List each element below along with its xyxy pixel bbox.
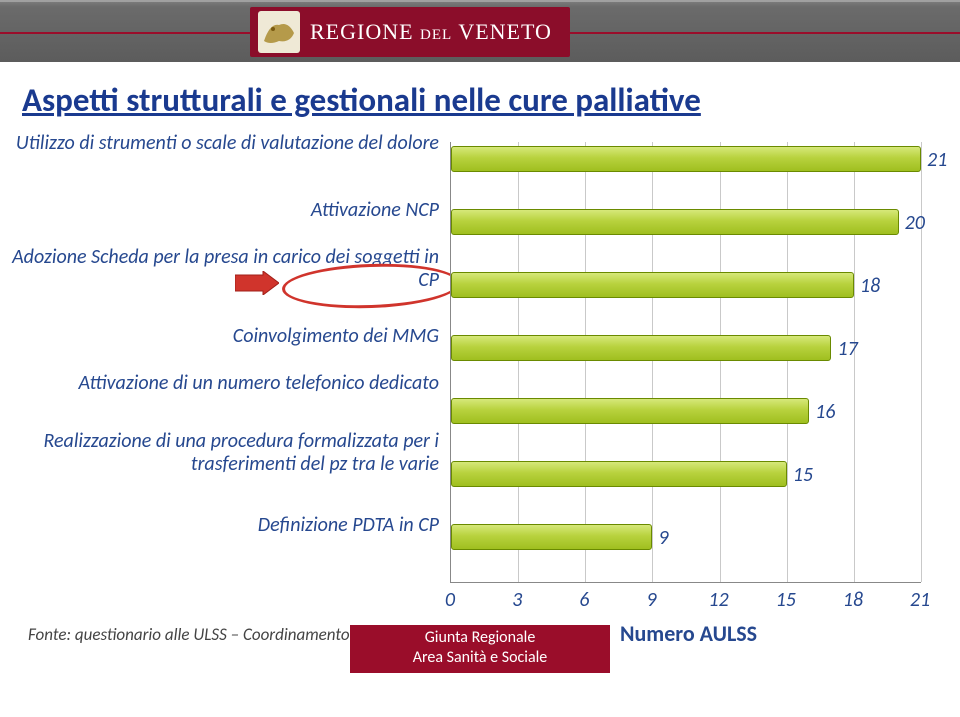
region-logo-block: REGIONE DEL VENETO (250, 7, 570, 57)
xtick-label: 0 (445, 588, 455, 612)
xtick-label: 15 (776, 588, 796, 612)
bar-value-label: 21 (927, 148, 947, 172)
region-word-3: VENETO (458, 19, 552, 44)
category-label: Utilizzo di strumenti o scale di valutaz… (9, 132, 445, 155)
xtick-label: 12 (708, 588, 728, 612)
bar-value-label: 20 (905, 211, 925, 235)
bar-chart: 2120181716159 036912151821 (450, 142, 920, 610)
region-word-1: REGIONE (310, 19, 414, 44)
footer: Giunta Regionale Area Sanità e Sociale (0, 625, 960, 672)
gridline (720, 142, 721, 582)
lion-icon (258, 11, 300, 53)
xtick-label: 21 (910, 588, 930, 612)
region-name: REGIONE DEL VENETO (310, 19, 552, 45)
bar-value-label: 18 (860, 274, 880, 298)
xtick-label: 18 (843, 588, 863, 612)
category-label: Realizzazione di una procedura formalizz… (9, 430, 445, 476)
bar (451, 272, 854, 298)
bar (451, 398, 809, 424)
category-label: Attivazione di un numero telefonico dedi… (9, 372, 445, 395)
bar-value-label: 16 (815, 400, 835, 424)
slide-body: Aspetti strutturali e gestionali nelle c… (0, 62, 960, 672)
category-label: Attivazione NCP (9, 199, 445, 222)
region-word-2: DEL (420, 27, 452, 43)
category-label: Definizione PDTA in CP (9, 514, 445, 537)
arrow-annotation (235, 271, 279, 295)
bar (451, 335, 831, 361)
bar (451, 461, 787, 487)
footer-band: Giunta Regionale Area Sanità e Sociale (350, 625, 610, 673)
bar-value-label: 17 (837, 337, 857, 361)
category-label: Coinvolgimento dei MMG (9, 325, 445, 348)
gridline (585, 142, 586, 582)
gridline (921, 142, 922, 582)
gridline (854, 142, 855, 582)
footer-line2: Area Sanità e Sociale (350, 648, 610, 668)
bar (451, 146, 921, 172)
bar-value-label: 9 (658, 526, 668, 550)
xtick-label: 3 (512, 588, 522, 612)
header-bar: REGIONE DEL VENETO (0, 0, 960, 62)
xtick-label: 6 (579, 588, 589, 612)
plot-area: 2120181716159 (450, 142, 921, 583)
xtick-label: 9 (646, 588, 656, 612)
gridline (787, 142, 788, 582)
slide-title: Aspetti strutturali e gestionali nelle c… (22, 80, 701, 120)
bar (451, 524, 652, 550)
footer-line1: Giunta Regionale (350, 628, 610, 648)
bar (451, 209, 899, 235)
bar-value-label: 15 (793, 463, 813, 487)
gridline (652, 142, 653, 582)
gridline (518, 142, 519, 582)
